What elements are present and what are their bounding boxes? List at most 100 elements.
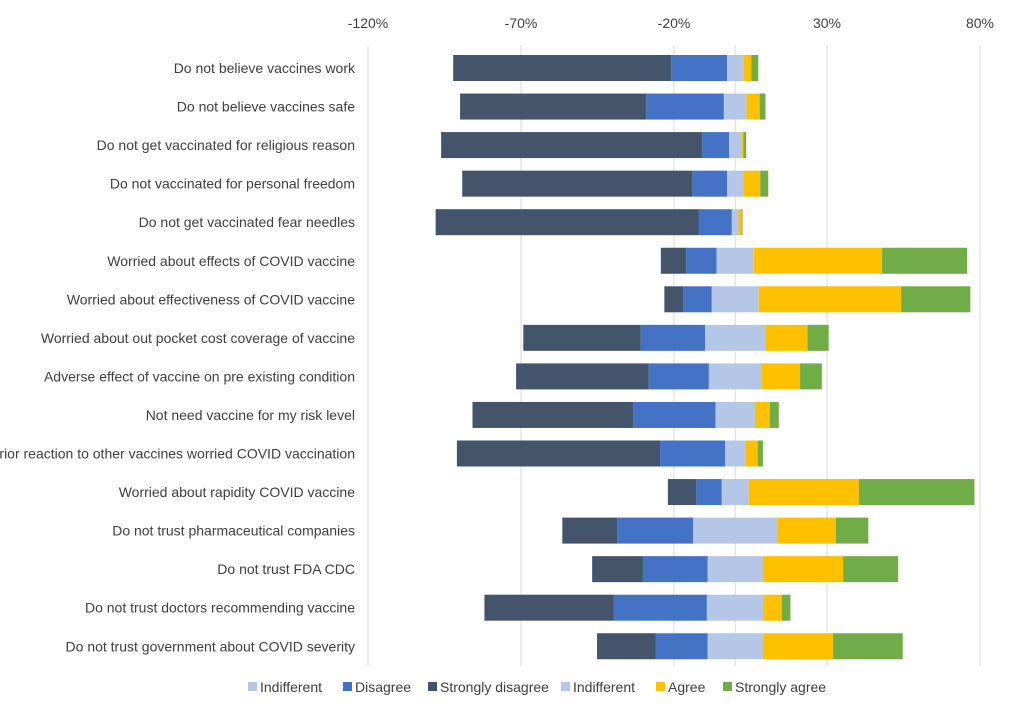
bar-disagree xyxy=(655,633,708,660)
bar-strongly-disagree xyxy=(435,209,699,236)
bar-strongly-disagree xyxy=(516,363,649,390)
legend-swatch xyxy=(656,682,665,691)
bar-agree xyxy=(743,170,761,197)
bar-strongly-agree xyxy=(781,594,791,621)
bar-strongly-disagree xyxy=(453,55,672,81)
category-label: Do not vaccinated for personal freedom xyxy=(110,176,355,192)
bar-strongly-agree xyxy=(757,440,763,467)
bar-indifferent xyxy=(727,55,744,81)
category-label: Worried about effectiveness of COVID vac… xyxy=(67,291,355,307)
x-tick-label: -120% xyxy=(348,15,388,31)
bar-indifferent xyxy=(705,324,766,351)
bar-disagree xyxy=(640,324,706,351)
bar-indifferent xyxy=(706,594,764,621)
legend-label: Indifferent xyxy=(260,679,322,695)
bar-disagree xyxy=(698,209,732,236)
legend: Indifferent Disagree Strongly disagree Indi… xyxy=(248,679,826,695)
bar-agree xyxy=(762,556,844,583)
bar-indifferent xyxy=(725,440,746,467)
category-label: Do not trust FDA CDC xyxy=(217,561,355,577)
bar-indifferent xyxy=(708,363,762,390)
legend-swatch xyxy=(723,682,732,691)
category-label: Worried about rapidity COVID vaccine xyxy=(119,484,355,500)
bar-agree xyxy=(777,517,836,544)
bar-disagree xyxy=(686,247,717,274)
x-tick-label: 30% xyxy=(813,15,841,31)
bar-disagree xyxy=(696,479,722,506)
category-labels: Do not believe vaccines work Do not belie… xyxy=(0,60,356,654)
bar-strongly-agree xyxy=(751,55,759,81)
bar-strongly-disagree xyxy=(456,440,661,467)
bar-strongly-disagree xyxy=(592,556,643,583)
bar-strongly-agree xyxy=(769,401,779,428)
bar-agree xyxy=(748,479,859,506)
bar-agree xyxy=(762,633,833,660)
bar-disagree xyxy=(613,594,707,621)
bar-strongly-disagree xyxy=(472,401,634,428)
category-label: Worried about out pocket cost coverage o… xyxy=(41,330,355,346)
category-label: Do not believe vaccines work xyxy=(174,60,356,76)
category-label: Worried about effects of COVID vaccine xyxy=(107,253,355,269)
legend-label: Indifferent xyxy=(573,679,635,695)
category-label: Do not believe vaccines safe xyxy=(177,99,355,115)
category-label: Do not get vaccinated for religious reas… xyxy=(97,137,355,153)
bar-agree xyxy=(758,286,902,313)
category-label: Do not trust government about COVID seve… xyxy=(66,638,355,654)
bar-strongly-agree xyxy=(760,170,769,197)
bar-indifferent xyxy=(707,556,763,583)
legend-swatch xyxy=(561,682,570,691)
bar-disagree xyxy=(633,401,716,428)
bar-strongly-agree xyxy=(835,517,869,544)
legend-swatch xyxy=(428,682,437,691)
bar-agree xyxy=(741,132,744,159)
bar-indifferent xyxy=(729,132,742,159)
bar-disagree xyxy=(648,363,709,390)
bar-indifferent xyxy=(716,247,754,274)
bar-strongly-agree xyxy=(832,633,903,660)
bar-strongly-agree xyxy=(843,556,899,583)
x-tick-label: -20% xyxy=(658,15,691,31)
bar-disagree xyxy=(702,132,730,159)
bar-agree xyxy=(746,93,760,120)
bar-indifferent xyxy=(711,286,759,313)
bar-disagree xyxy=(642,556,708,583)
bar-indifferent xyxy=(721,479,749,506)
category-label: Do not get vaccinated fear needles xyxy=(139,214,355,230)
bar-agree xyxy=(738,209,742,236)
bar-strongly-disagree xyxy=(462,170,693,197)
bar-disagree xyxy=(660,440,726,467)
bar-disagree xyxy=(646,93,724,120)
bar-indifferent xyxy=(715,401,755,428)
bar-disagree xyxy=(617,517,693,544)
legend-label: Agree xyxy=(668,679,706,695)
legend-label: Strongly agree xyxy=(735,679,826,695)
bar-disagree xyxy=(671,55,728,81)
category-label: Prior reaction to other vaccines worried… xyxy=(0,446,355,462)
bar-agree xyxy=(761,363,801,390)
legend-label: Disagree xyxy=(355,679,411,695)
bar-strongly-agree xyxy=(759,93,766,120)
bar-strongly-disagree xyxy=(484,594,614,621)
bar-indifferent xyxy=(723,93,747,120)
bar-strongly-agree xyxy=(882,247,968,274)
bar-strongly-disagree xyxy=(460,93,647,120)
category-label: Adverse effect of vaccine on pre existin… xyxy=(44,368,355,384)
bar-strongly-agree xyxy=(858,479,975,506)
bar-disagree xyxy=(692,170,728,197)
bar-disagree xyxy=(683,286,712,313)
bar-agree xyxy=(754,401,770,428)
bar-indifferent xyxy=(731,209,739,236)
bar-strongly-agree xyxy=(800,363,822,390)
bar-strongly-agree xyxy=(807,324,829,351)
bar-strongly-agree xyxy=(901,286,971,313)
legend-swatch xyxy=(343,682,352,691)
bar-indifferent xyxy=(727,170,744,197)
legend-label: Strongly disagree xyxy=(440,679,549,695)
bar-agree xyxy=(743,55,752,81)
bar-strongly-agree xyxy=(743,132,747,159)
category-label: Do not trust doctors recommending vaccin… xyxy=(85,600,355,616)
bars xyxy=(435,55,975,660)
x-tick-label: -70% xyxy=(505,15,538,31)
bar-agree xyxy=(763,594,782,621)
